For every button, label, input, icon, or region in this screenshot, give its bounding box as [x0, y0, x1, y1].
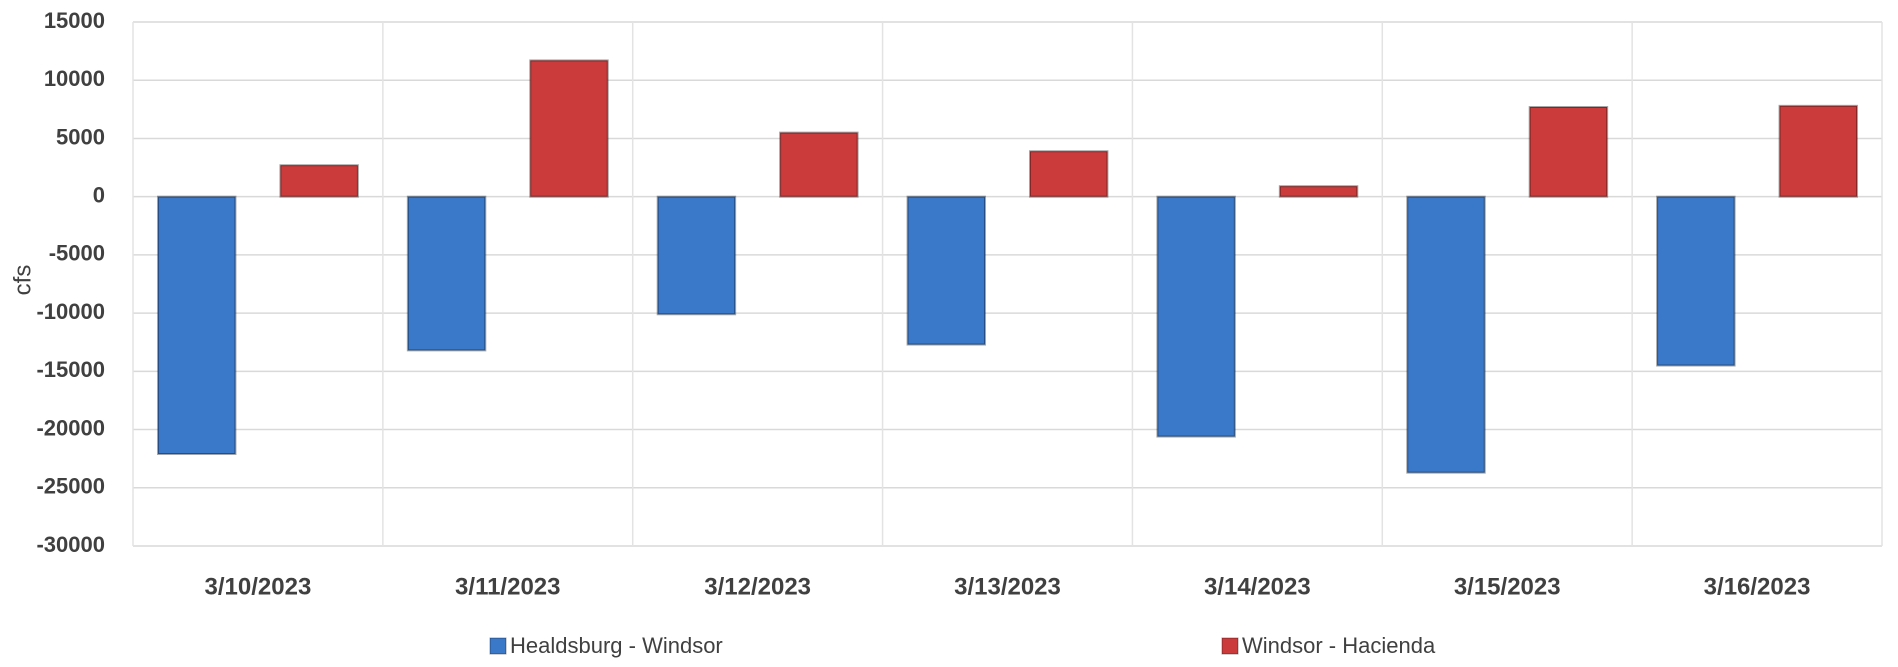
bar — [779, 131, 859, 198]
y-tick-label: -25000 — [36, 474, 105, 499]
bar — [1156, 195, 1236, 438]
legend-swatch — [1221, 637, 1239, 655]
x-tick-label: 3/15/2023 — [1454, 573, 1561, 600]
y-tick-label: -10000 — [36, 299, 105, 324]
bar — [1028, 150, 1109, 198]
y-tick-label: -20000 — [36, 415, 105, 440]
bar — [656, 195, 737, 316]
y-tick-label: -30000 — [36, 532, 105, 557]
y-axis-label: cfs — [9, 265, 36, 296]
x-tick-label: 3/13/2023 — [954, 573, 1061, 600]
x-tick-label: 3/16/2023 — [1704, 573, 1811, 600]
y-tick-label: -15000 — [36, 357, 105, 382]
bar — [279, 164, 359, 198]
bar — [1406, 195, 1486, 474]
y-tick-label: 0 — [93, 182, 105, 207]
bar — [1656, 195, 1736, 367]
x-tick-label: 3/12/2023 — [704, 573, 811, 600]
x-tick-label: 3/10/2023 — [205, 573, 312, 600]
bar — [1778, 104, 1859, 198]
y-tick-label: -5000 — [49, 241, 105, 266]
bar — [906, 195, 987, 346]
y-tick-label: 10000 — [44, 66, 105, 91]
x-tick-label: 3/11/2023 — [455, 573, 560, 600]
bar — [1278, 185, 1359, 198]
bar — [1528, 106, 1609, 198]
bar — [529, 59, 609, 198]
x-tick-label: 3/14/2023 — [1204, 573, 1311, 600]
legend-label: Windsor - Hacienda — [1242, 633, 1436, 658]
legend-label: Healdsburg - Windsor — [510, 633, 723, 658]
y-tick-label: 15000 — [44, 8, 105, 33]
y-tick-label: 5000 — [56, 124, 105, 149]
bar — [406, 195, 487, 352]
legend-swatch — [489, 637, 507, 655]
bar — [156, 195, 237, 456]
